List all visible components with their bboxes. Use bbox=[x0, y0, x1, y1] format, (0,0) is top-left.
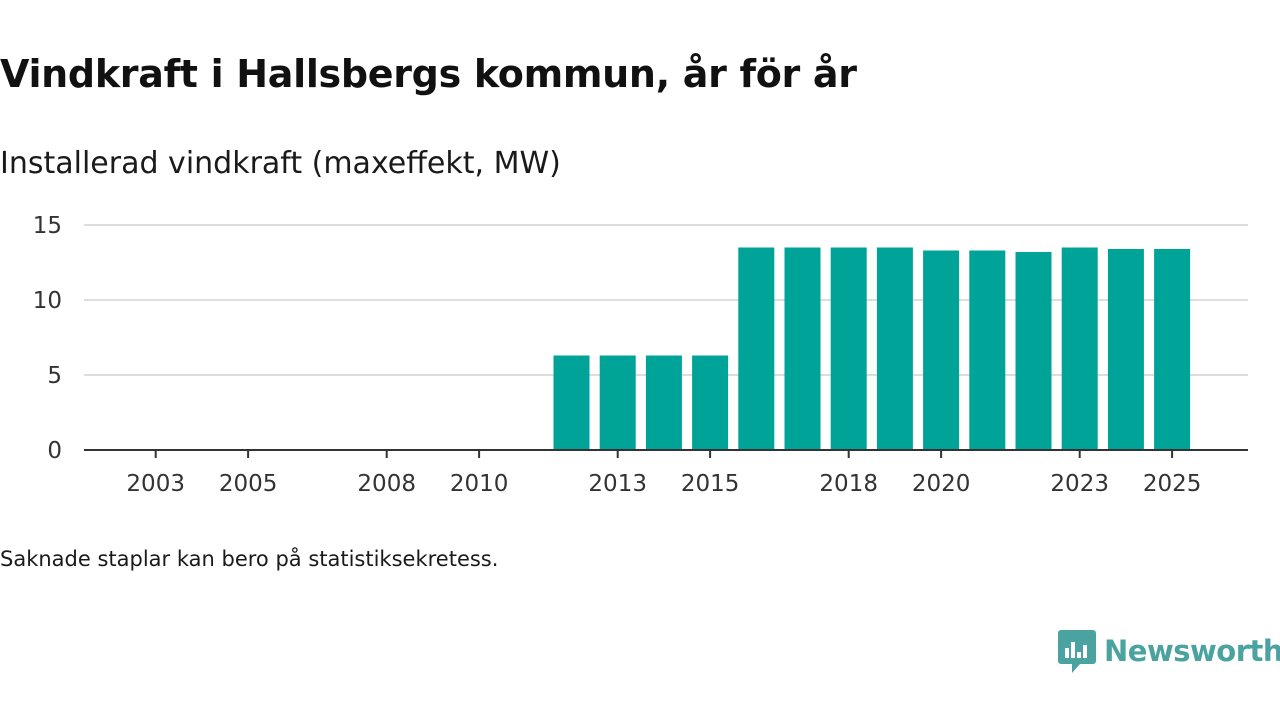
bars bbox=[553, 247, 1191, 450]
bar-2020 bbox=[923, 250, 960, 450]
footnote: Saknade staplar kan bero på statistiksek… bbox=[0, 547, 499, 571]
chart-title: Vindkraft i Hallsbergs kommun, år för år bbox=[0, 52, 857, 96]
chart-subtitle: Installerad vindkraft (maxeffekt, MW) bbox=[0, 146, 561, 181]
x-tick-label: 2003 bbox=[126, 471, 185, 497]
x-tick-label: 2008 bbox=[357, 471, 416, 497]
bar-2012 bbox=[553, 355, 590, 450]
x-tick-label: 2013 bbox=[588, 471, 647, 497]
x-tick-label: 2018 bbox=[819, 471, 878, 497]
bar-2019 bbox=[876, 247, 913, 450]
bar-2021 bbox=[969, 250, 1006, 450]
bar-2025 bbox=[1154, 249, 1191, 450]
newsworthy-logo: Newsworthy bbox=[1058, 628, 1280, 674]
newsworthy-icon bbox=[1058, 630, 1096, 673]
y-tick-label: 0 bbox=[47, 438, 62, 464]
y-tick-label: 15 bbox=[33, 213, 62, 239]
x-tick-label: 2010 bbox=[450, 471, 509, 497]
bar-2017 bbox=[784, 247, 821, 450]
x-tick-label: 2005 bbox=[219, 471, 278, 497]
bar-2014 bbox=[645, 355, 682, 450]
x-tick-label: 2025 bbox=[1143, 471, 1202, 497]
bar-chart: 0 5 10 15 2003 2005 2008 2010 2013 2015 2018 2020 20… bbox=[33, 213, 1248, 497]
bar-2022 bbox=[1015, 252, 1052, 450]
bar-2013 bbox=[599, 355, 636, 450]
y-tick-label: 10 bbox=[33, 288, 62, 314]
bar-2016 bbox=[738, 247, 775, 450]
bar-2015 bbox=[692, 355, 729, 450]
x-tick-label: 2020 bbox=[912, 471, 971, 497]
bar-2023 bbox=[1061, 247, 1098, 450]
brand-name: Newsworthy bbox=[1104, 634, 1280, 668]
x-tick-label: 2023 bbox=[1050, 471, 1109, 497]
axes: 0 5 10 15 2003 2005 2008 2010 2013 2015 2018 2020 20… bbox=[33, 213, 1248, 497]
x-tick-label: 2015 bbox=[681, 471, 740, 497]
y-tick-label: 5 bbox=[47, 363, 62, 389]
bar-2018 bbox=[830, 247, 867, 450]
bar-2024 bbox=[1107, 249, 1144, 450]
